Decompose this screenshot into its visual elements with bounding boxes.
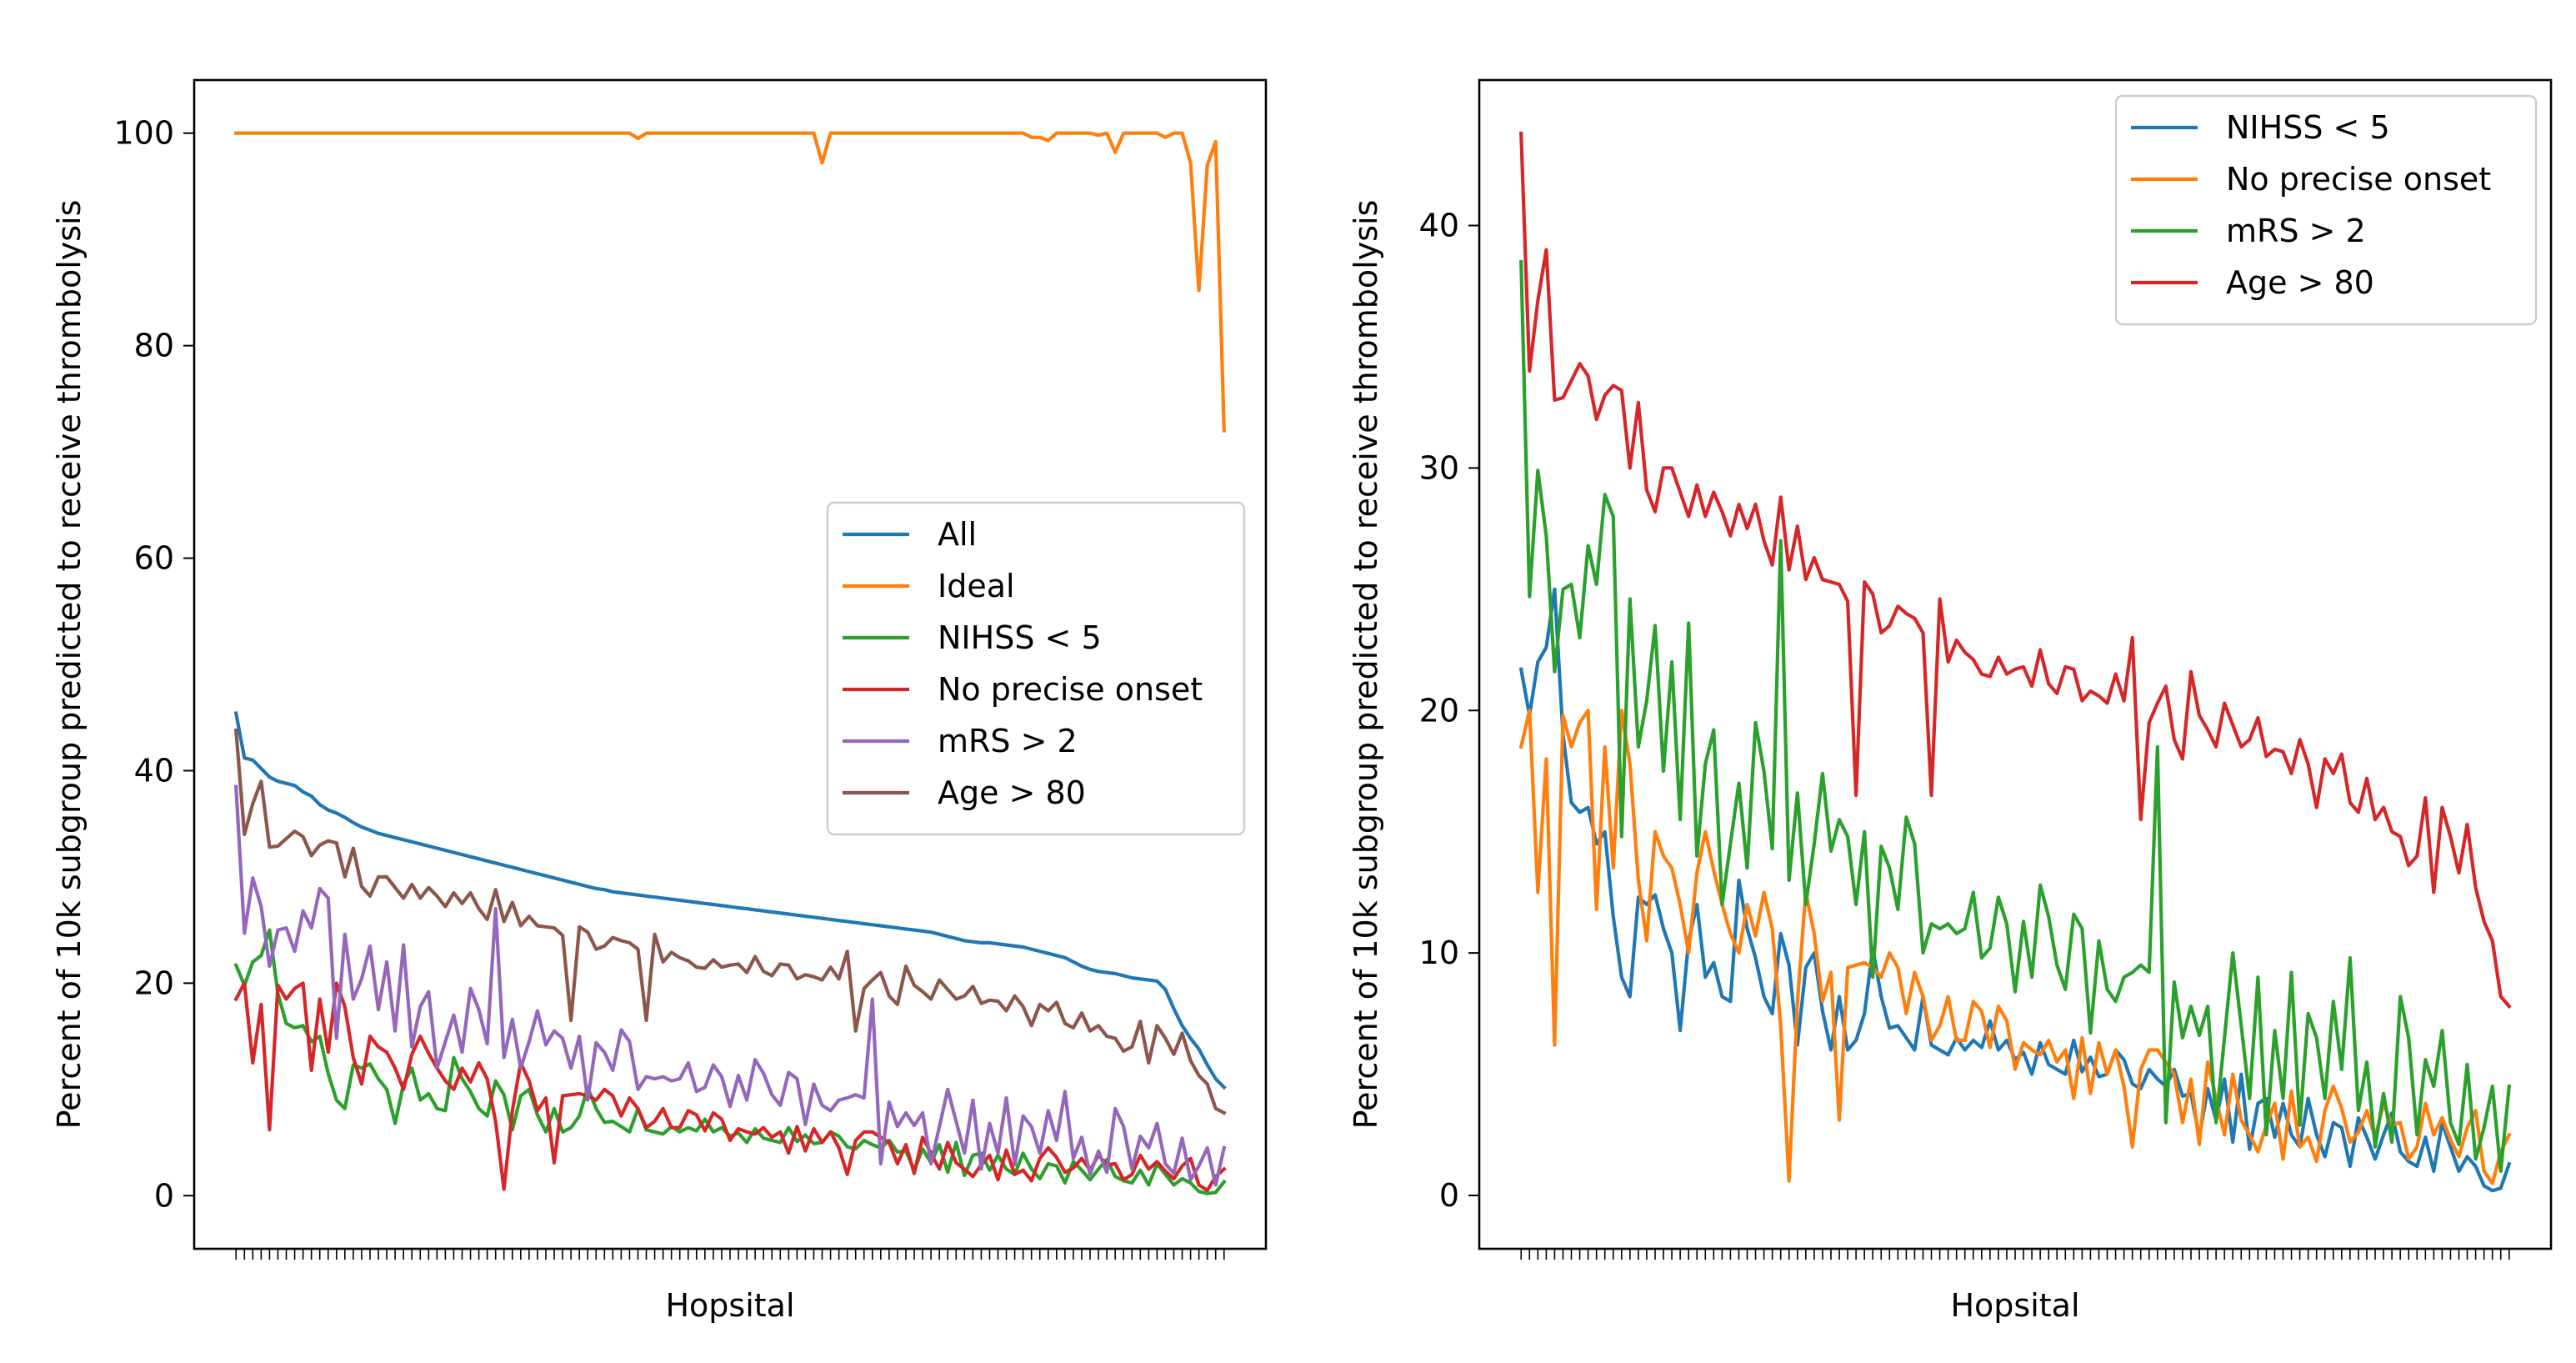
- chart-panel-1: 0 20 40 60 80 100 Hopsital Percent of 10k subgr…: [51, 78, 1268, 1324]
- series-line-6: [233, 728, 1227, 1115]
- legend-box: [2114, 94, 2538, 326]
- legend-label: All: [938, 516, 977, 553]
- legend: All Ideal NIHSS < 5 No precise onset mRS > 2…: [826, 501, 1246, 836]
- series-line-1: [233, 711, 1227, 1090]
- legend-label: Ideal: [938, 568, 1015, 604]
- y-tick-label: 40: [1419, 208, 1459, 244]
- series-line-3: [1519, 260, 2512, 1174]
- series-line-4: [233, 981, 1227, 1193]
- series-line-2: [234, 131, 1226, 433]
- series-line-2: [1518, 709, 2512, 1185]
- y-tick-label: 100: [113, 115, 174, 152]
- series-line-5: [233, 784, 1227, 1187]
- y-tick-label: 0: [154, 1177, 174, 1214]
- legend-label: mRS > 2: [938, 723, 1078, 759]
- y-tick-label: 20: [134, 965, 174, 1001]
- legend-label: mRS > 2: [2226, 213, 2366, 249]
- y-tick-label: 0: [1439, 1177, 1459, 1214]
- y-axis-label: Percent of 10k subgroup predicted to rec…: [1348, 200, 1384, 1130]
- y-tick-label: 30: [1419, 449, 1459, 486]
- series-line-4: [1519, 131, 2512, 1010]
- y-tick-label: 10: [1419, 935, 1459, 971]
- y-tick-label: 80: [134, 328, 174, 364]
- legend: NIHSS < 5 No precise onset mRS > 2 Age > 80: [2114, 94, 2538, 326]
- legend-label: No precise onset: [938, 671, 1203, 708]
- legend-label: NIHSS < 5: [2226, 109, 2390, 146]
- legend-label: NIHSS < 5: [938, 619, 1102, 656]
- legend-label: No precise onset: [2226, 161, 2491, 198]
- x-axis-label: Hopsital: [1950, 1287, 2079, 1324]
- legend-box: [826, 501, 1246, 836]
- x-axis-label: Hopsital: [665, 1287, 794, 1324]
- y-tick-label: 40: [134, 752, 174, 789]
- legend-label: Age > 80: [938, 774, 1086, 811]
- chart-panel-2: 0 10 20 30 40 Hopsital Percent of 10k subgroup…: [1348, 78, 2553, 1324]
- y-axis-label: Percent of 10k subgroup predicted to rec…: [51, 200, 88, 1130]
- y-tick-label: 60: [134, 540, 174, 577]
- legend-label: Age > 80: [2226, 264, 2374, 301]
- y-tick-label: 20: [1419, 692, 1459, 729]
